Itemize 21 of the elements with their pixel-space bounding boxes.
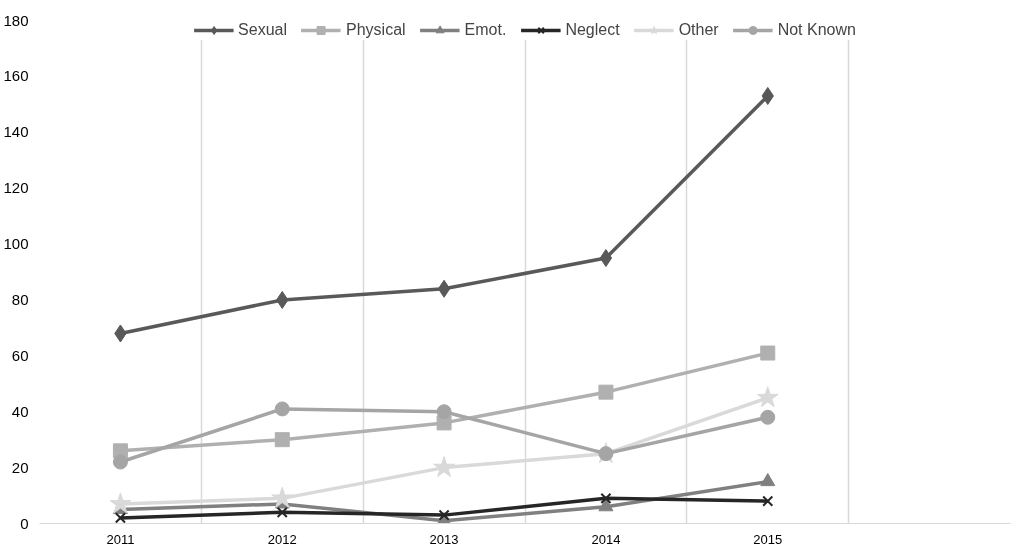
y-tick-label: 120 <box>3 179 29 197</box>
y-tick-label: 100 <box>3 235 29 253</box>
x-tick-label: 2011 <box>106 531 135 547</box>
legend-label: Other <box>678 21 719 39</box>
y-tick-label: 80 <box>11 290 29 308</box>
x-tick-label: 2015 <box>753 531 783 547</box>
y-tick-label: 140 <box>3 123 29 141</box>
legend-label: Sexual <box>238 21 288 39</box>
x-tick-label: 2014 <box>591 531 621 547</box>
legend-label: Not Known <box>777 21 856 39</box>
legend-label: Emot. <box>464 21 507 39</box>
x-tick-label: 2013 <box>429 531 459 547</box>
y-tick-label: 20 <box>11 458 29 476</box>
legend-label: Neglect <box>565 21 620 39</box>
y-tick-label: 60 <box>11 346 29 364</box>
y-tick-label: 40 <box>11 402 29 420</box>
y-tick-label: 0 <box>20 514 29 532</box>
x-tick-label: 2012 <box>267 531 297 547</box>
y-tick-label: 160 <box>3 67 29 85</box>
legend-label: Physical <box>346 21 406 39</box>
y-tick-label: 180 <box>3 11 29 29</box>
